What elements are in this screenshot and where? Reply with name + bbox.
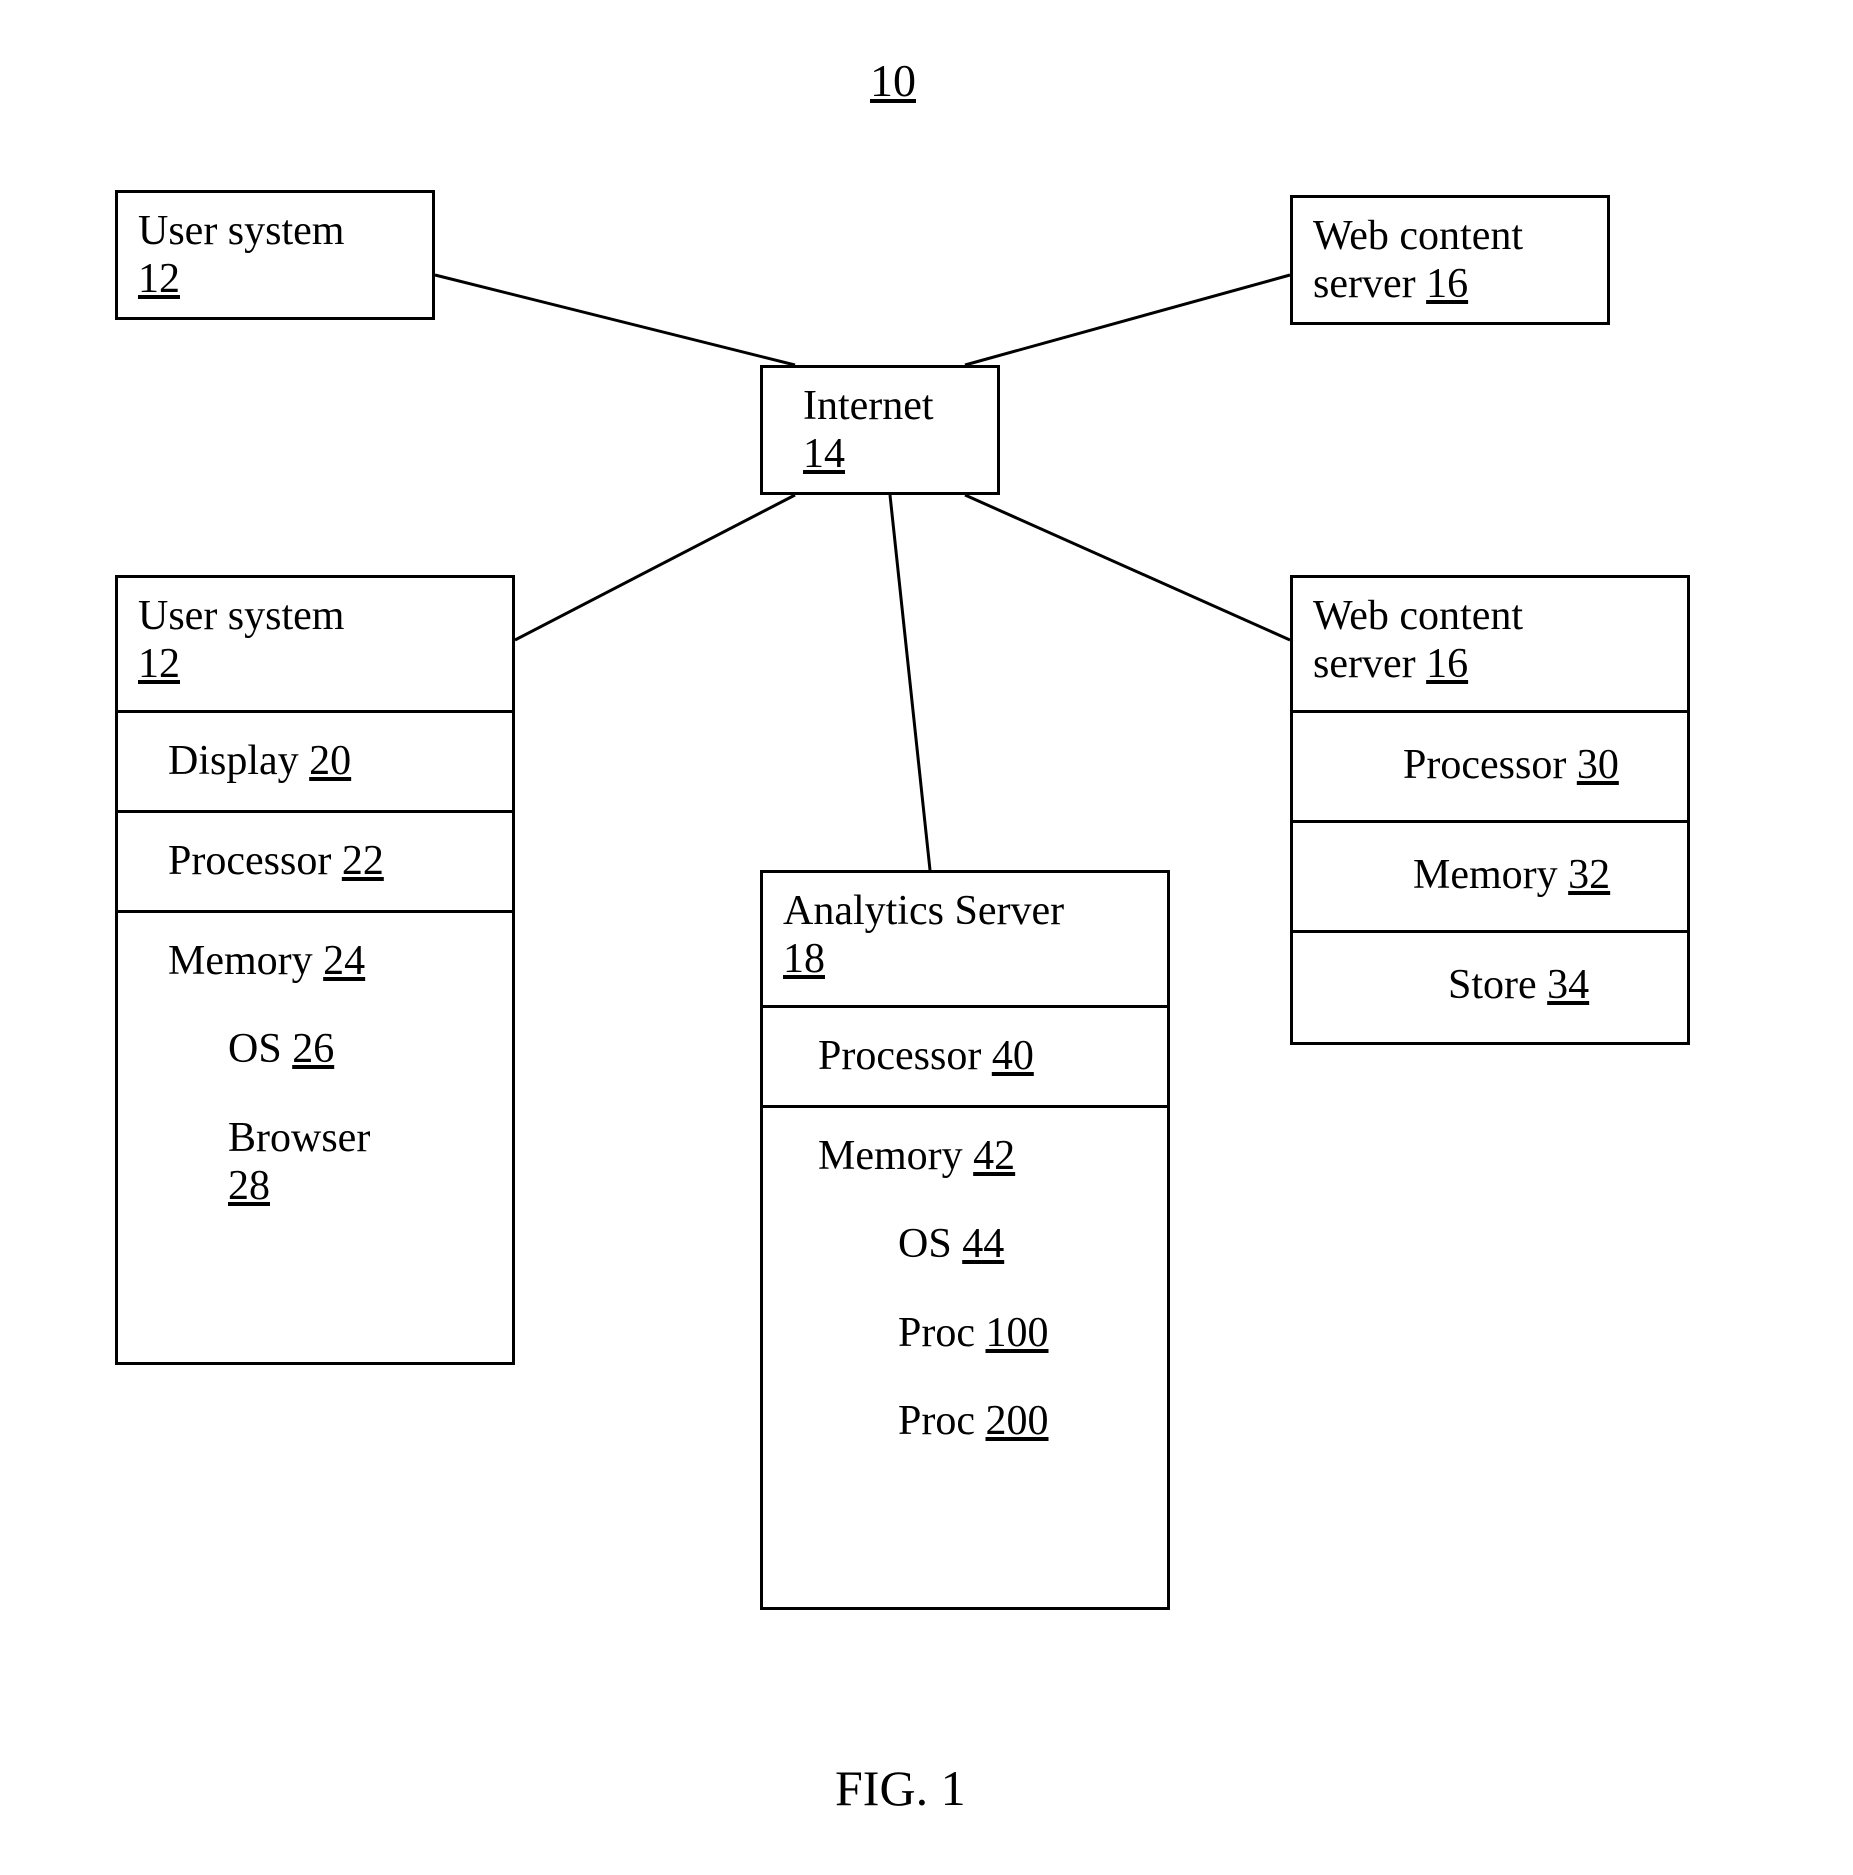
node-cell: Memory 24OS 26Browser28 (118, 913, 512, 1210)
figure-caption: FIG. 1 (835, 1760, 966, 1818)
edge-line (965, 495, 1290, 640)
node-user_system_detail: User system12Display 20Processor 22Memor… (115, 575, 515, 1365)
node-internet: Internet14 (760, 365, 1000, 495)
node-cell: Analytics Server18 (763, 873, 1167, 1008)
node-subitem: Proc 100 (818, 1269, 1167, 1357)
node-cell: Store 34 (1293, 933, 1687, 1009)
node-web_server_top: Web contentserver 16 (1290, 195, 1610, 325)
node-subitem: Proc 200 (818, 1357, 1167, 1445)
node-cell: Display 20 (118, 713, 512, 813)
edge-line (890, 495, 930, 870)
node-web_server_detail: Web contentserver 16Processor 30Memory 3… (1290, 575, 1690, 1045)
node-cell: Internet14 (763, 368, 997, 479)
node-subitem: OS 26 (168, 985, 512, 1073)
node-subitem: OS 44 (818, 1180, 1167, 1268)
edge-line (515, 495, 795, 640)
node-cell: User system12 (118, 578, 512, 713)
diagram-stage: 10 FIG. 1 User system12 Internet14 Web con… (0, 0, 1853, 1875)
node-cell: Processor 30 (1293, 713, 1687, 823)
node-cell: Processor 22 (118, 813, 512, 913)
node-cell: Processor 40 (763, 1008, 1167, 1108)
diagram-title-number: 10 (870, 55, 916, 108)
node-cell: Memory 32 (1293, 823, 1687, 933)
node-analytics_server: Analytics Server18Processor 40Memory 42O… (760, 870, 1170, 1610)
edge-line (965, 275, 1290, 365)
node-subitem: Browser28 (168, 1074, 512, 1211)
node-cell: Memory 42OS 44Proc 100Proc 200 (763, 1108, 1167, 1445)
node-cell: Web contentserver 16 (1293, 578, 1687, 713)
node-user_system_top: User system12 (115, 190, 435, 320)
node-cell: Web contentserver 16 (1293, 198, 1607, 309)
edge-line (435, 275, 795, 365)
node-cell: User system12 (118, 193, 432, 304)
